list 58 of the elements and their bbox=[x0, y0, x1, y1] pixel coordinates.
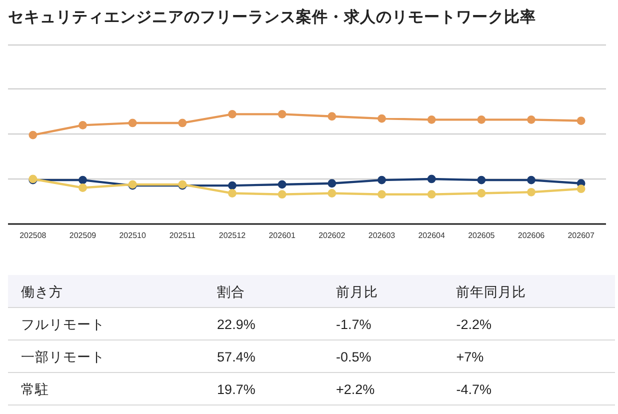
x-tick-label: 202606 bbox=[518, 231, 546, 240]
point bbox=[477, 189, 486, 198]
x-tick-label: 202603 bbox=[368, 231, 396, 240]
text: +7% bbox=[456, 349, 484, 364]
text: -2.2% bbox=[456, 316, 492, 332]
point bbox=[328, 189, 336, 198]
category-label: 常駐 bbox=[21, 382, 49, 397]
point bbox=[28, 130, 38, 140]
point bbox=[78, 176, 87, 184]
point bbox=[527, 176, 536, 184]
x-tick-label: 202509 bbox=[69, 231, 97, 240]
point bbox=[576, 184, 586, 194]
text: 19.7% bbox=[217, 382, 256, 397]
x-tick-label: 202510 bbox=[119, 231, 146, 240]
point bbox=[328, 112, 336, 121]
category-label: 割合 bbox=[217, 284, 246, 300]
point bbox=[228, 110, 236, 118]
category-label: フルリモート bbox=[21, 316, 105, 332]
point bbox=[228, 189, 236, 198]
point bbox=[178, 118, 187, 128]
text: -1.7% bbox=[336, 316, 372, 332]
point bbox=[427, 174, 436, 184]
point bbox=[278, 190, 286, 199]
point bbox=[527, 188, 536, 196]
category-label: 働き方 bbox=[21, 284, 63, 300]
x-tick-label: 202508 bbox=[20, 231, 47, 240]
point bbox=[278, 180, 286, 189]
x-tick-label: 202511 bbox=[169, 231, 196, 240]
point bbox=[278, 110, 286, 118]
x-tick-label: 202512 bbox=[218, 231, 246, 240]
point bbox=[427, 115, 436, 124]
point bbox=[328, 179, 336, 188]
point bbox=[78, 120, 87, 130]
category-label: 前月比 bbox=[336, 284, 378, 300]
chart-title: セキュリティエンジニアのフリーランス案件・求人のリモートワーク比率 bbox=[8, 7, 536, 26]
x-tick-label: 202607 bbox=[568, 231, 595, 240]
text: -4.7% bbox=[456, 382, 492, 397]
point bbox=[378, 190, 386, 199]
point bbox=[477, 115, 486, 124]
point bbox=[378, 114, 386, 123]
point bbox=[477, 176, 486, 184]
point bbox=[228, 181, 236, 190]
x-tick-label: 202602 bbox=[318, 231, 346, 240]
text: -0.5% bbox=[336, 349, 372, 364]
text: 22.9% bbox=[217, 316, 256, 332]
text: 57.4% bbox=[217, 349, 256, 364]
point bbox=[576, 116, 586, 125]
point bbox=[427, 190, 436, 199]
x-tick-label: 202601 bbox=[268, 231, 296, 240]
point bbox=[527, 115, 536, 124]
point bbox=[78, 184, 87, 192]
x-tick-label: 202604 bbox=[418, 231, 446, 240]
point bbox=[378, 176, 386, 184]
text: +2.2% bbox=[336, 382, 375, 397]
category-label: 前年同月比 bbox=[456, 284, 526, 300]
x-tick-label: 202605 bbox=[468, 231, 496, 240]
point bbox=[128, 118, 137, 128]
category-label: 一部リモート bbox=[21, 349, 105, 364]
